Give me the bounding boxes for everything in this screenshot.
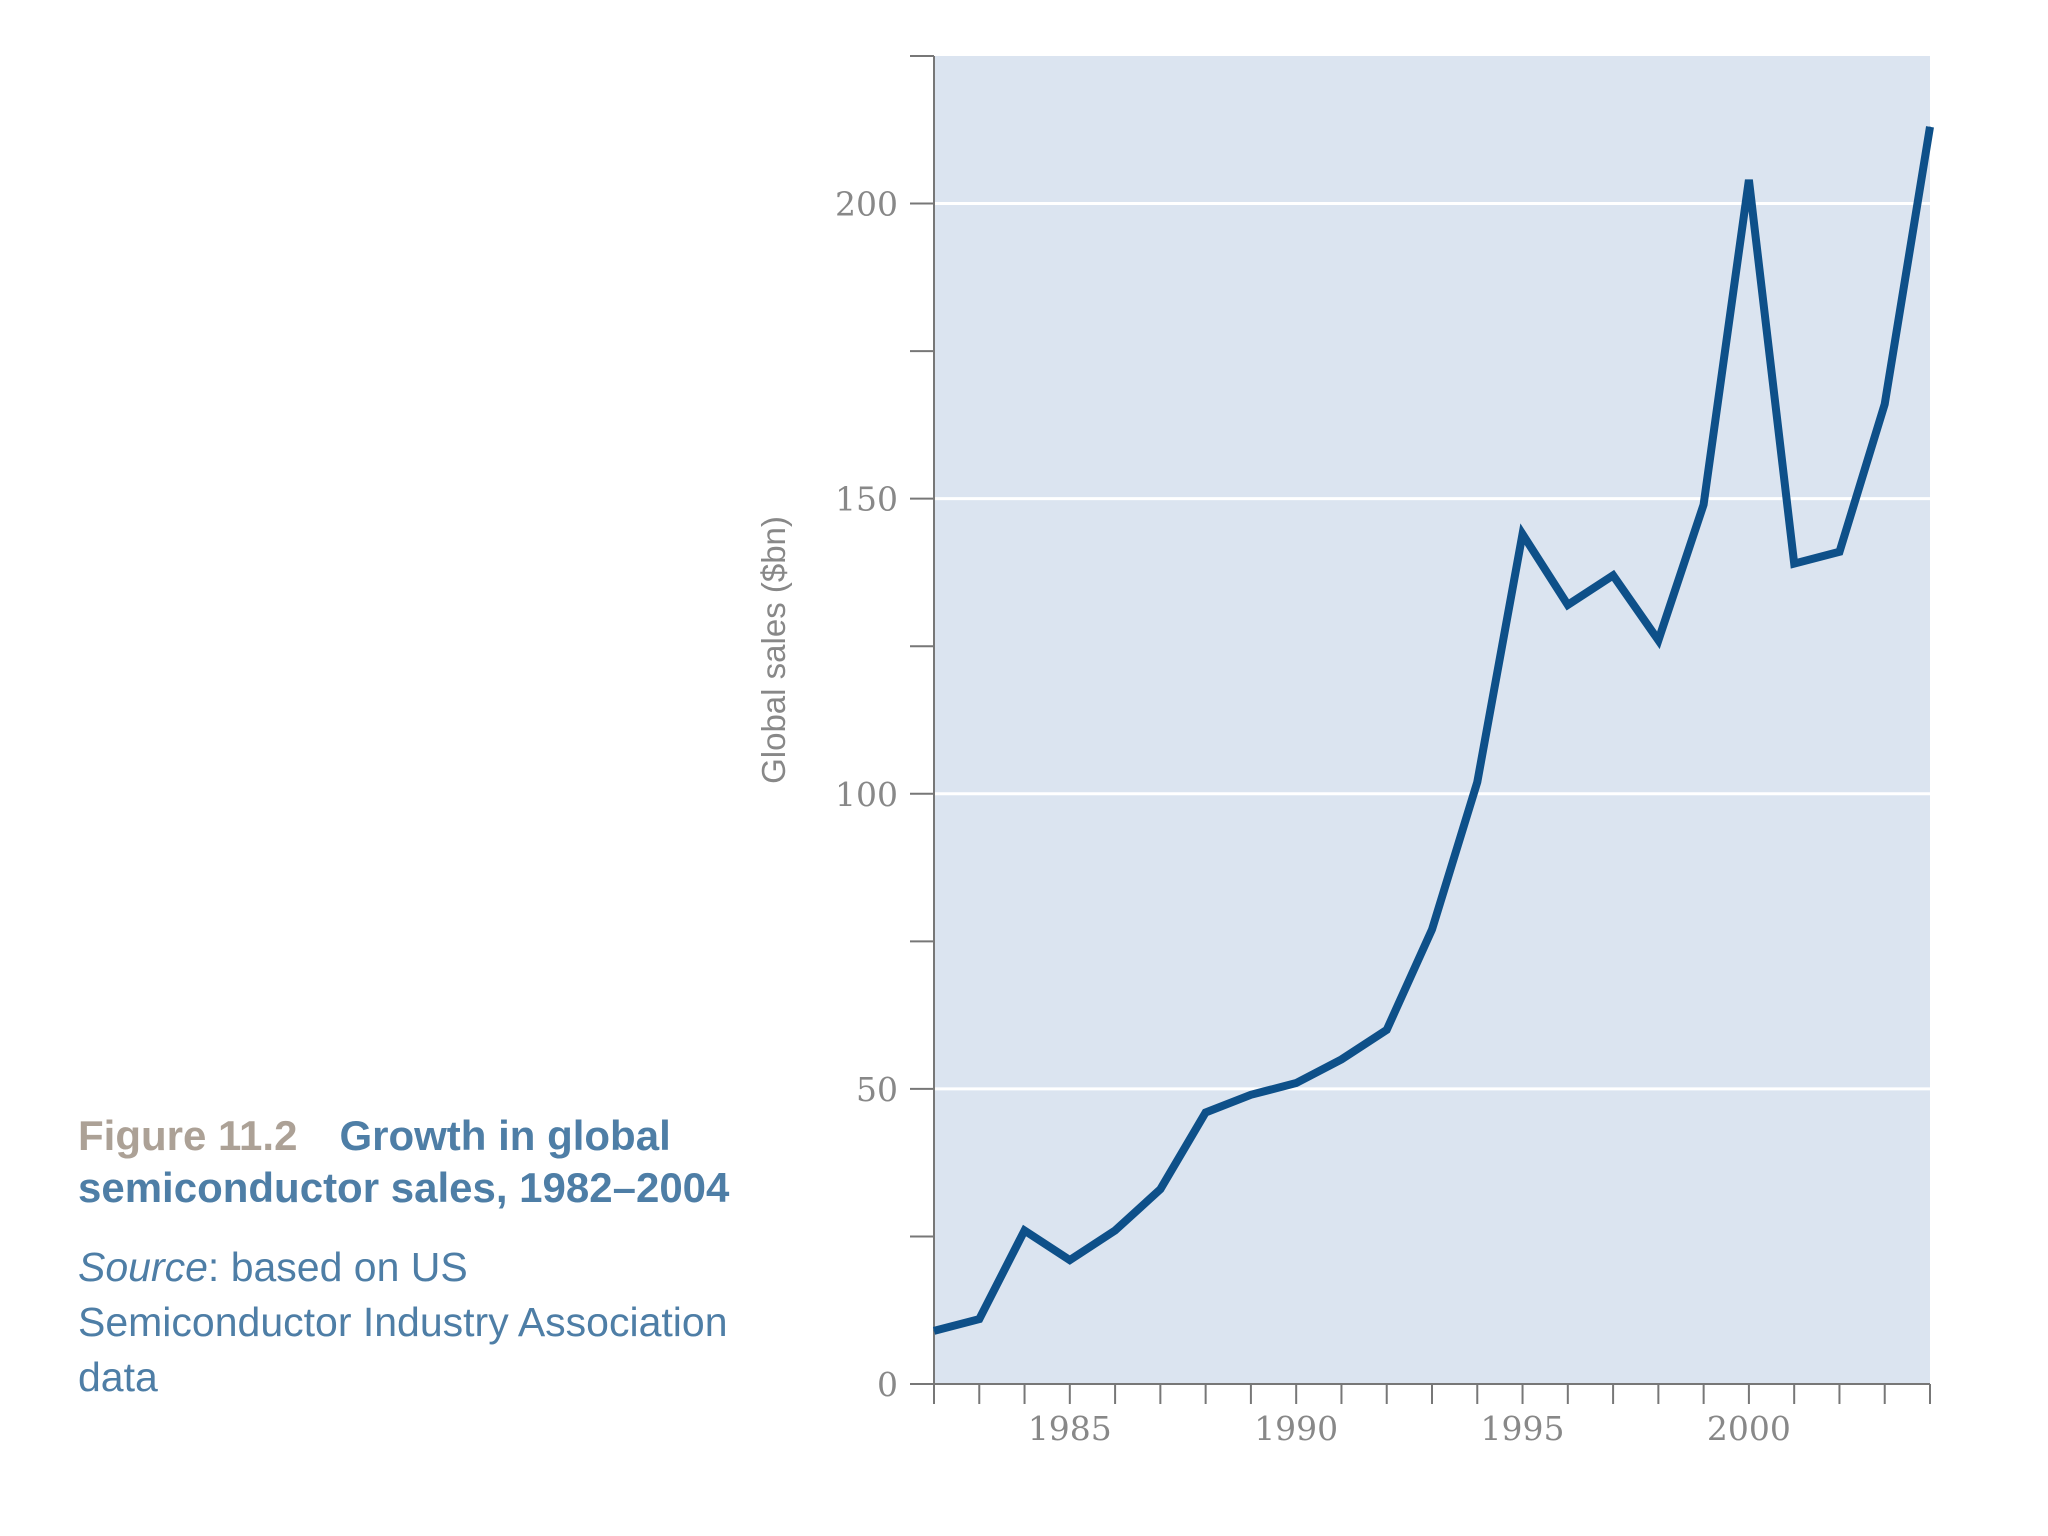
x-tick-label: 1985 xyxy=(1028,1409,1112,1448)
data-point xyxy=(1295,1082,1297,1084)
ticks: 0 50 100 150 200 1985 1990 1995 2000 xyxy=(835,55,1931,1448)
data-point xyxy=(1114,1230,1116,1232)
figure-source: Source: based on US Semiconductor Indust… xyxy=(78,1240,738,1405)
data-point xyxy=(1476,781,1478,783)
x-tick-label: 1995 xyxy=(1481,1409,1565,1448)
y-tick-label: 0 xyxy=(877,1365,898,1404)
data-point xyxy=(1386,1029,1388,1031)
y-axis-title: Global sales ($bn) xyxy=(755,516,792,784)
data-point xyxy=(978,1318,980,1320)
figure-title-text: Growth in global semiconductor sales, 19… xyxy=(78,1112,730,1211)
gridlines xyxy=(934,202,1930,1091)
data-point xyxy=(1205,1111,1207,1113)
y-tick-label: 150 xyxy=(835,480,898,519)
data-point xyxy=(1748,179,1750,181)
data-point xyxy=(1522,533,1524,535)
figure-title: Figure 11.2 Growth in global semiconducto… xyxy=(78,1110,738,1214)
y-tick-label: 200 xyxy=(835,185,898,224)
data-point xyxy=(1250,1094,1252,1096)
figure-caption: Figure 11.2 Growth in global semiconducto… xyxy=(78,1110,738,1405)
plot-area xyxy=(934,56,1930,1384)
series-group xyxy=(932,126,1934,1335)
y-tick-label: 50 xyxy=(856,1070,898,1109)
data-point xyxy=(1838,551,1840,553)
data-point xyxy=(1703,504,1705,506)
source-label: Source xyxy=(78,1244,208,1290)
data-point xyxy=(1024,1230,1026,1232)
data-point xyxy=(933,1330,935,1332)
x-tick-label: 1990 xyxy=(1254,1409,1338,1448)
data-point xyxy=(1793,563,1795,565)
source-text: : based on US Semiconductor Industry Ass… xyxy=(78,1244,728,1400)
data-point xyxy=(1929,126,1931,128)
y-tick-label: 100 xyxy=(835,775,898,814)
data-point xyxy=(1069,1259,1071,1261)
data-point xyxy=(1159,1188,1161,1190)
data-point xyxy=(1884,403,1886,405)
data-point xyxy=(1657,639,1659,641)
x-tick-label: 2000 xyxy=(1707,1409,1791,1448)
data-point xyxy=(1431,929,1433,931)
data-point xyxy=(1567,604,1569,606)
data-point xyxy=(1612,574,1614,576)
figure-number: Figure 11.2 xyxy=(78,1112,298,1159)
data-point xyxy=(1340,1058,1342,1060)
